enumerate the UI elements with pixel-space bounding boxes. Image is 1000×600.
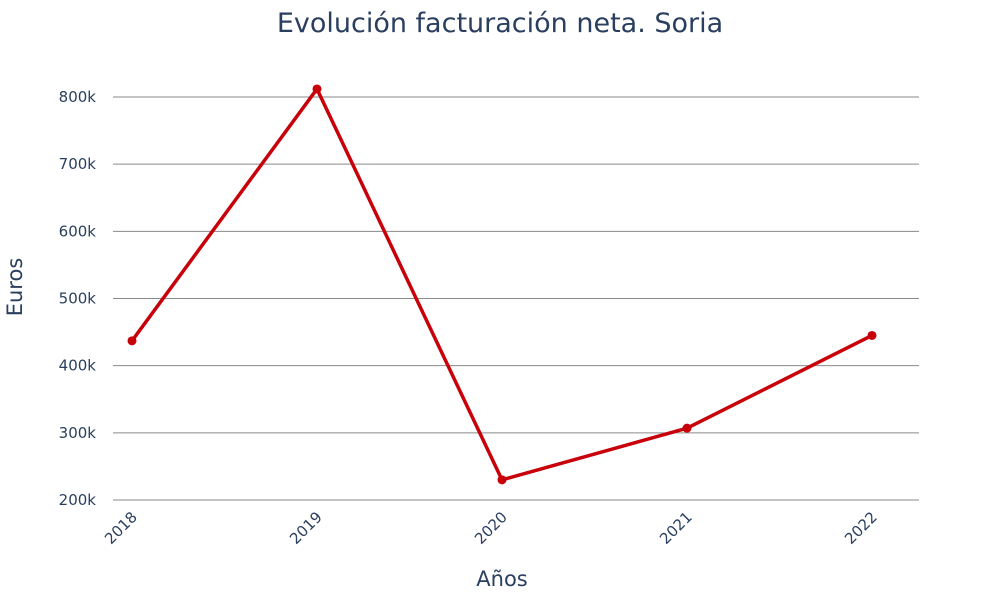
y-tick-label: 400k — [59, 357, 97, 375]
series-layer — [127, 84, 877, 485]
x-axis-title: Años — [476, 567, 527, 591]
x-tick-label: 2018 — [101, 508, 141, 548]
x-tick-label: 2019 — [286, 508, 326, 548]
y-axis-title: Euros — [3, 258, 27, 317]
y-tick-label: 200k — [59, 491, 97, 509]
x-tick-label: 2021 — [656, 508, 696, 548]
x-tick-label: 2022 — [841, 508, 881, 548]
data-point[interactable] — [312, 84, 322, 94]
y-tick-label: 500k — [59, 290, 97, 308]
y-axis-ticks: 200k 300k 400k 500k 600k 700k 800k — [59, 88, 97, 509]
chart-title: Evolución facturación neta. Soria — [277, 8, 723, 39]
gridlines — [113, 96, 919, 501]
x-axis-ticks: 2018 2019 2020 2021 2022 — [101, 508, 881, 548]
y-tick-label: 700k — [59, 155, 97, 173]
y-tick-label: 300k — [59, 424, 97, 442]
data-point[interactable] — [682, 423, 692, 433]
data-point[interactable] — [127, 336, 137, 346]
x-tick-label: 2020 — [471, 508, 511, 548]
data-point[interactable] — [867, 330, 877, 340]
y-tick-label: 600k — [59, 222, 97, 240]
series-line — [130, 87, 874, 482]
data-point[interactable] — [497, 475, 507, 485]
y-tick-label: 800k — [59, 88, 97, 106]
